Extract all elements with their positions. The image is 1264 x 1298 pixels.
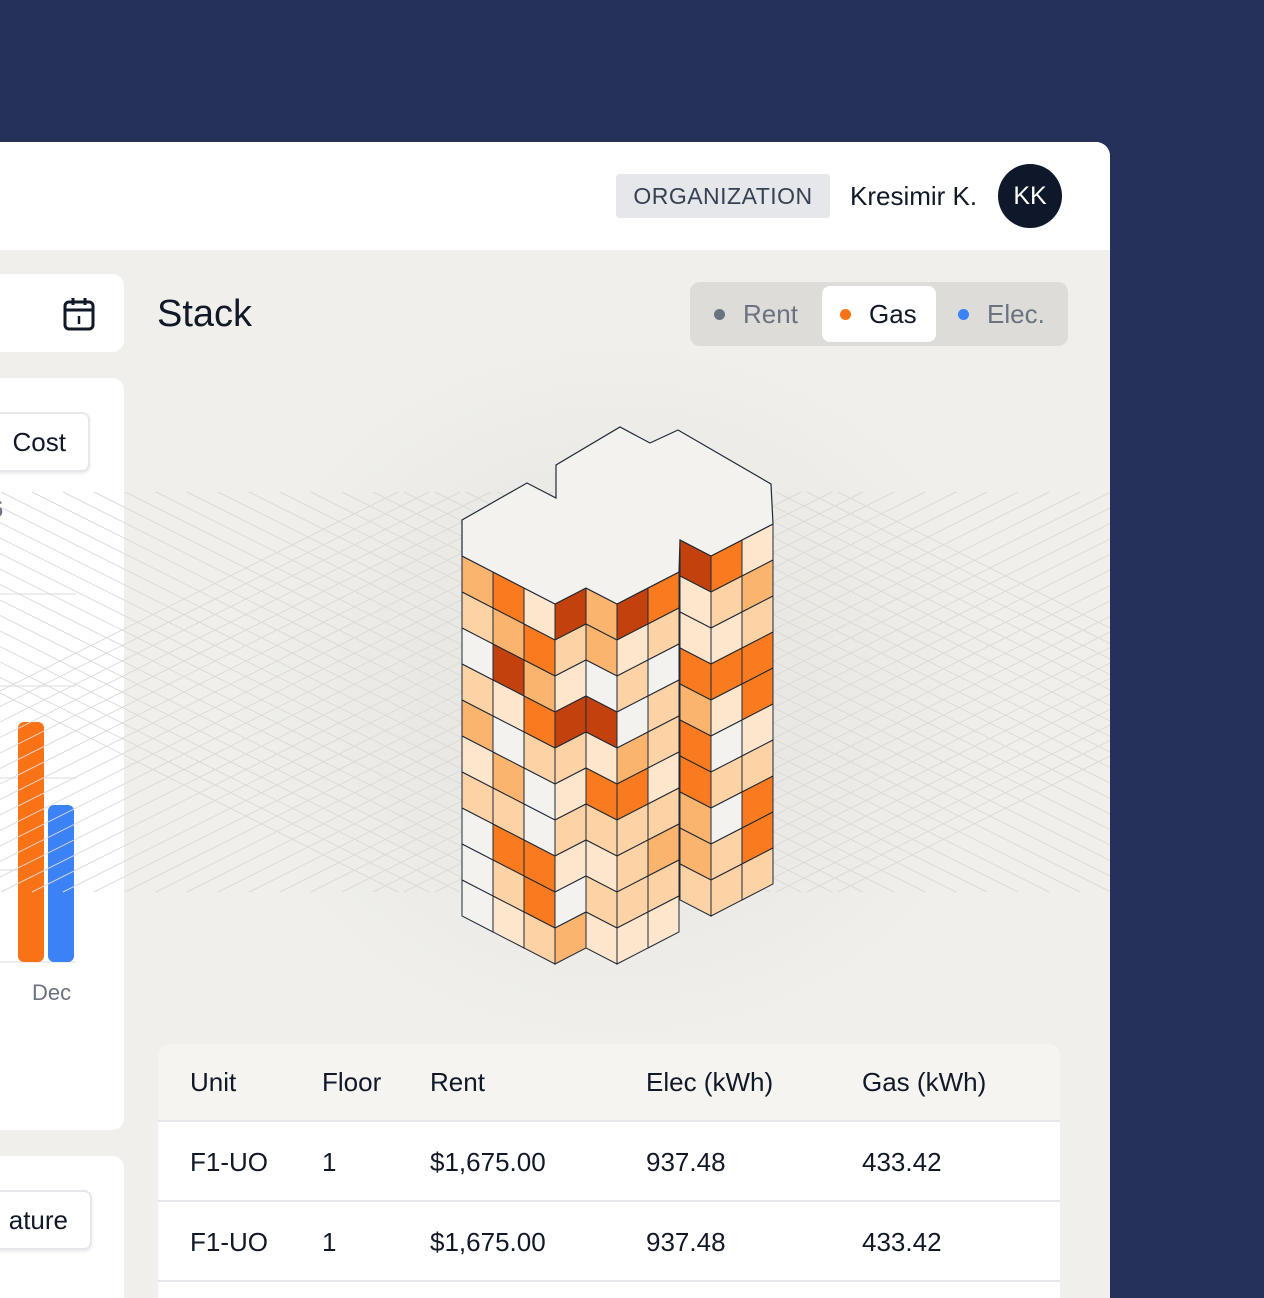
top-bar: ORGANIZATION Kresimir K. KK [0,142,1110,250]
grid-line [775,724,1110,893]
toggle-label: Elec. [987,298,1045,329]
table-cell: F1-UO [190,1147,268,1177]
section-title: Stack [157,293,253,335]
toggle-option[interactable]: Rent [696,286,816,342]
user-name[interactable]: Kresimir K. [850,181,978,211]
temperature-button[interactable]: ature [0,1190,92,1250]
grid-line [806,491,1110,645]
partial-value: 6 [0,496,3,524]
building-faces [461,523,774,965]
table-cell: 1 [322,1227,337,1257]
grid-line [837,755,1110,893]
grid-line [0,491,461,723]
column-header: Gas (kWh) [862,1067,987,1097]
table-cell: 937.48 [646,1147,726,1177]
table-cell: 1 [322,1147,337,1177]
grid-line [744,491,1110,676]
column-header: Elec (kWh) [646,1067,774,1097]
toggle-option[interactable]: Elec. [940,286,1062,342]
unit-table: Unit Floor Rent Elec (kWh) Gas (kWh) F1-UO 1 $1… [158,1044,1060,1298]
date-picker[interactable] [0,274,124,352]
legend-dot [840,308,851,320]
table-cell: $1,675.00 [430,1227,546,1257]
grid-line [837,491,1110,629]
toggle-label: Gas [869,298,917,329]
organization-badge[interactable]: ORGANIZATION [616,174,830,218]
column-header: Floor [322,1067,382,1097]
cost-button[interactable]: Cost [0,412,90,472]
grid-line [713,693,1110,893]
cost-panel: Cost 6 Dec [0,378,124,1130]
unit-cell [647,895,680,949]
table-cell: F1-UO [190,1227,268,1257]
building-stack [0,342,1110,1042]
grid-line [682,677,1110,893]
grid-line [0,491,399,692]
grid-line [0,491,523,754]
calendar-icon [63,298,95,331]
legend-dot [714,308,725,320]
table-cell: 433.42 [862,1227,942,1257]
mini-chart [0,593,76,963]
month-label: Dec [32,980,72,1005]
grid-line [0,491,585,785]
legend-dot [958,308,969,320]
grid-line [775,491,1110,660]
table-header [158,1044,1060,1122]
grid-line [0,491,492,739]
toggle-option[interactable]: Gas [822,286,936,342]
grid-line [651,662,1110,893]
app-window: ORGANIZATION Kresimir K. KK Cost 6 Dec a… [0,142,1110,1298]
grid-line [0,491,554,770]
column-header: Unit [190,1067,237,1097]
metric-toggle: Rent Gas Elec. [690,282,1068,346]
grid-line [0,692,399,893]
table-cell: $1,675.00 [430,1147,546,1177]
unit-cell [741,847,774,901]
grid-line [806,739,1110,893]
column-header: Rent [430,1067,485,1097]
row-divider [158,1280,1060,1282]
avatar[interactable]: KK [998,164,1062,228]
row-divider [158,1200,1060,1202]
grid-line [744,708,1110,893]
grid-line [0,491,430,708]
roof [461,426,774,605]
grid-line [713,491,1110,691]
table-cell: 433.42 [862,1147,942,1177]
table-cell: 937.48 [646,1227,726,1257]
temperature-panel: ature [0,1156,124,1298]
toggle-label: Rent [743,298,798,329]
